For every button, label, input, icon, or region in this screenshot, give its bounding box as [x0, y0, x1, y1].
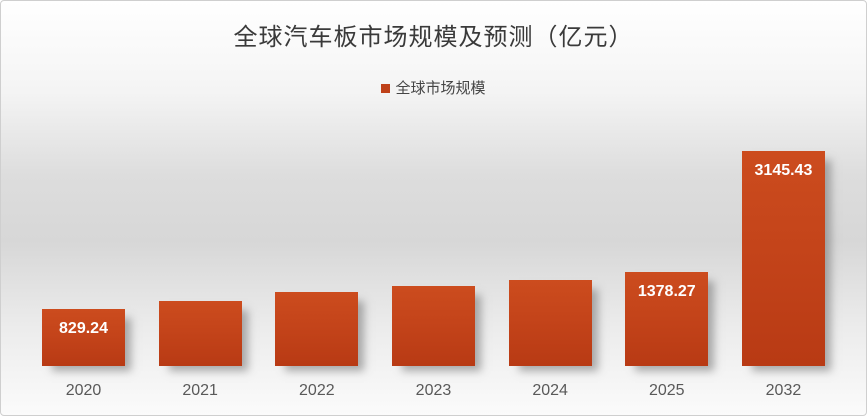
x-axis-label: 2020 — [65, 381, 102, 399]
plot-area: 829.24 2020 2021 2022 2023 2024 1378.27 2025 314… — [1, 151, 866, 415]
bar: 1378.27 — [625, 271, 709, 366]
bar — [158, 301, 242, 366]
x-axis-label: 2021 — [182, 381, 218, 399]
bar-column: 829.24 2020 — [42, 309, 125, 415]
x-axis-label: 2022 — [299, 381, 335, 399]
x-axis-tick: 2025 — [649, 366, 685, 415]
bar — [391, 286, 475, 366]
bar-value-label: 3145.43 — [754, 162, 813, 179]
x-axis-tick: 2024 — [532, 366, 568, 415]
x-axis-label: 2032 — [765, 381, 802, 399]
x-axis-tick: 2023 — [416, 366, 452, 415]
x-axis-label: 2023 — [415, 381, 452, 399]
x-axis-label: 2025 — [648, 381, 685, 399]
bar-value-label: 829.24 — [59, 320, 108, 338]
bar-value-label: 1378.27 — [637, 282, 696, 300]
chart-title: 全球汽车板市场规模及预测（亿元） — [233, 23, 634, 51]
bar — [508, 279, 592, 366]
legend: 全球市场规模 — [1, 77, 866, 98]
legend-marker-icon — [381, 84, 391, 93]
bar-column: 3145.43 2032 — [741, 151, 825, 415]
x-axis-tick: 2020 — [66, 366, 102, 415]
bar-column: 2021 — [158, 301, 242, 415]
x-axis-tick: 2032 — [766, 366, 802, 415]
legend-label: 全球市场规模 — [395, 79, 486, 97]
bar-column: 2023 — [391, 286, 475, 415]
bar — [275, 292, 359, 366]
bar: 829.24 — [42, 309, 125, 366]
bar: 3145.43 — [741, 151, 825, 366]
x-axis-tick: 2022 — [299, 366, 335, 415]
bar-column: 1378.27 2025 — [625, 271, 709, 415]
x-axis-tick: 2021 — [182, 366, 218, 415]
bar-column: 2022 — [275, 292, 359, 415]
bar-column: 2024 — [508, 279, 592, 416]
x-axis-label: 2024 — [532, 381, 568, 399]
